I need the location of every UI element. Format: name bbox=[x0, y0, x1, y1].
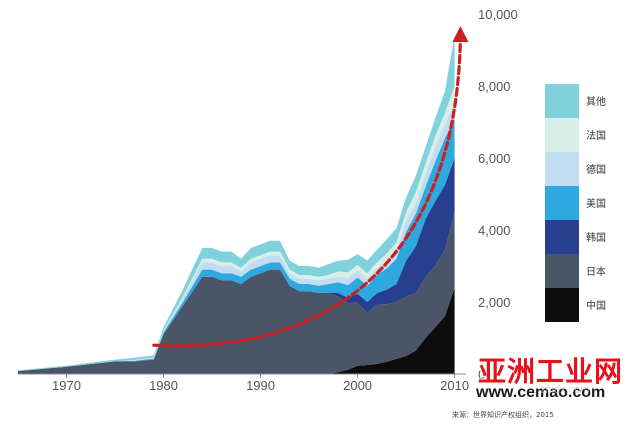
x-tick-label: 1990 bbox=[246, 378, 275, 393]
area-series-group bbox=[18, 35, 455, 374]
x-tick-label: 2010 bbox=[440, 378, 469, 393]
trend-curve bbox=[152, 30, 463, 348]
legend-swatch-series-6 bbox=[545, 84, 579, 118]
y-tick-label: 6,000 bbox=[478, 151, 511, 166]
y-tick-label: 0 bbox=[478, 367, 485, 382]
legend-label-series-3: 美国 bbox=[586, 197, 606, 210]
y-tick-label: 10,000 bbox=[478, 7, 518, 22]
legend-swatch-series-1 bbox=[545, 254, 579, 288]
legend-label-series-4: 德国 bbox=[586, 163, 606, 176]
legend-label-series-6: 其他 bbox=[586, 95, 606, 108]
legend-label-series-0: 中国 bbox=[586, 299, 606, 312]
legend-label-series-5: 法国 bbox=[586, 129, 606, 142]
legend-swatch-series-4 bbox=[545, 152, 579, 186]
watermark-url: www.cemao.com bbox=[476, 384, 606, 401]
x-tick-label: 2000 bbox=[343, 378, 372, 393]
y-tick-label: 4,000 bbox=[478, 223, 511, 238]
y-tick-label: 2,000 bbox=[478, 295, 511, 310]
y-tick-label: 8,000 bbox=[478, 79, 511, 94]
source-note: 来源：世界知识产权组织，2015 bbox=[452, 411, 554, 419]
legend-label-series-1: 日本 bbox=[586, 265, 606, 278]
trend-arrowhead bbox=[452, 26, 469, 42]
legend-swatch-series-0 bbox=[545, 288, 579, 322]
axes-group: 1970 1980 1990 2000 2010 0 2,000 4,000 6,000 8,00… bbox=[18, 7, 518, 393]
legend-swatch-series-3 bbox=[545, 186, 579, 220]
trend-arrow-group bbox=[152, 26, 469, 348]
x-tick-label: 1970 bbox=[52, 378, 81, 393]
x-tick-label: 1980 bbox=[149, 378, 178, 393]
legend-swatch-series-2 bbox=[545, 220, 579, 254]
watermark-title: 亚洲工业网 bbox=[478, 355, 624, 388]
legend-swatch-series-5 bbox=[545, 118, 579, 152]
watermark-faint: zhidx.com bbox=[540, 384, 590, 396]
legend-label-series-2: 韩国 bbox=[586, 231, 606, 244]
area-series-0 bbox=[18, 287, 455, 374]
area-series-1 bbox=[18, 212, 455, 374]
